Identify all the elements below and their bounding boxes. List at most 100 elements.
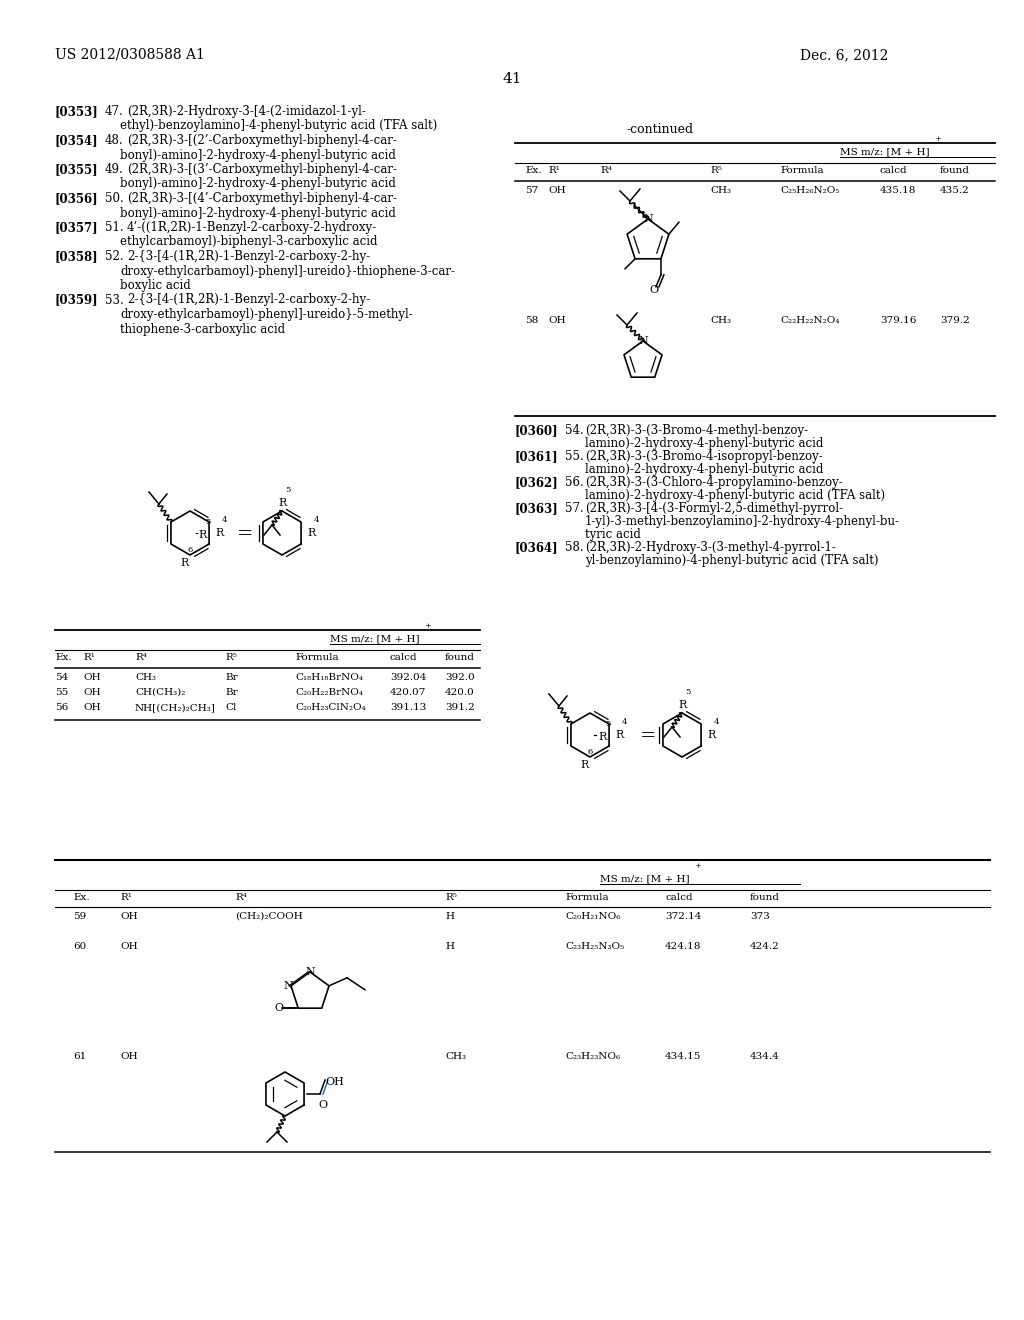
Text: R⁴: R⁴ [135, 653, 146, 663]
Text: R⁵: R⁵ [445, 894, 457, 902]
Text: [0364]: [0364] [515, 541, 559, 554]
Text: [0357]: [0357] [55, 220, 98, 234]
Text: [0354]: [0354] [55, 135, 98, 147]
Text: Dec. 6, 2012: Dec. 6, 2012 [800, 48, 889, 62]
Text: 434.15: 434.15 [665, 1052, 701, 1061]
Text: Br: Br [225, 688, 238, 697]
Text: 392.0: 392.0 [445, 673, 475, 682]
Text: [0361]: [0361] [515, 450, 559, 463]
Text: droxy-ethylcarbamoyl)-phenyl]-ureido}-thiophene-3-car-: droxy-ethylcarbamoyl)-phenyl]-ureido}-th… [120, 264, 455, 277]
Text: found: found [750, 894, 780, 902]
Text: Formula: Formula [565, 894, 608, 902]
Text: found: found [445, 653, 475, 663]
Text: droxy-ethylcarbamoyl)-phenyl]-ureido}-5-methyl-: droxy-ethylcarbamoyl)-phenyl]-ureido}-5-… [120, 308, 413, 321]
Text: 4’-((1R,2R)-1-Benzyl-2-carboxy-2-hydroxy-: 4’-((1R,2R)-1-Benzyl-2-carboxy-2-hydroxy… [127, 220, 377, 234]
Text: 47.: 47. [105, 106, 124, 117]
Text: C₁₈H₁₈BrNO₄: C₁₈H₁₈BrNO₄ [295, 673, 362, 682]
Text: (2R,3R)-2-Hydroxy-3-(3-methyl-4-pyrrol-1-: (2R,3R)-2-Hydroxy-3-(3-methyl-4-pyrrol-1… [585, 541, 836, 554]
Text: CH₃: CH₃ [135, 673, 156, 682]
Text: lamino)-2-hydroxy-4-phenyl-butyric acid (TFA salt): lamino)-2-hydroxy-4-phenyl-butyric acid … [585, 488, 885, 502]
Text: C₂₀H₂₁NO₆: C₂₀H₂₁NO₆ [565, 912, 621, 921]
Text: 391.2: 391.2 [445, 704, 475, 711]
Text: Br: Br [225, 673, 238, 682]
Text: 373: 373 [750, 912, 770, 921]
Text: 57.: 57. [565, 502, 584, 515]
Text: Ex.: Ex. [73, 894, 90, 902]
Text: 379.16: 379.16 [880, 315, 916, 325]
Text: Formula: Formula [295, 653, 339, 663]
Text: 58: 58 [525, 315, 539, 325]
Text: =: = [640, 727, 656, 744]
Text: 424.18: 424.18 [665, 942, 701, 950]
Text: +: + [934, 135, 941, 143]
Text: bonyl)-amino]-2-hydroxy-4-phenyl-butyric acid: bonyl)-amino]-2-hydroxy-4-phenyl-butyric… [120, 149, 396, 161]
Text: C₂₀H₂₃ClN₂O₄: C₂₀H₂₃ClN₂O₄ [295, 704, 366, 711]
Text: MS m/z: [M + H]: MS m/z: [M + H] [600, 874, 689, 883]
Text: (2R,3R)-3-[(3’-Carboxymethyl-biphenyl-4-car-: (2R,3R)-3-[(3’-Carboxymethyl-biphenyl-4-… [127, 162, 397, 176]
Text: [0360]: [0360] [515, 424, 559, 437]
Text: R⁵: R⁵ [710, 166, 722, 176]
Text: 379.2: 379.2 [940, 315, 970, 325]
Text: ethylcarbamoyl)-biphenyl-3-carboxylic acid: ethylcarbamoyl)-biphenyl-3-carboxylic ac… [120, 235, 378, 248]
Text: [0359]: [0359] [55, 293, 98, 306]
Text: boxylic acid: boxylic acid [120, 279, 190, 292]
Text: OH: OH [548, 186, 565, 195]
Text: 6: 6 [587, 748, 592, 756]
Text: N: N [643, 214, 652, 224]
Text: lamino)-2-hydroxy-4-phenyl-butyric acid: lamino)-2-hydroxy-4-phenyl-butyric acid [585, 463, 823, 477]
Text: Cl: Cl [225, 704, 237, 711]
Text: (2R,3R)-3-(3-Bromo-4-isopropyl-benzoy-: (2R,3R)-3-(3-Bromo-4-isopropyl-benzoy- [585, 450, 822, 463]
Text: OH: OH [120, 1052, 137, 1061]
Text: (2R,3R)-3-(3-Bromo-4-methyl-benzoy-: (2R,3R)-3-(3-Bromo-4-methyl-benzoy- [585, 424, 808, 437]
Text: 2-{3-[4-(1R,2R)-1-Benzyl-2-carboxy-2-hy-: 2-{3-[4-(1R,2R)-1-Benzyl-2-carboxy-2-hy- [127, 293, 370, 306]
Text: (2R,3R)-3-[(2’-Carboxymethyl-biphenyl-4-car-: (2R,3R)-3-[(2’-Carboxymethyl-biphenyl-4-… [127, 135, 397, 147]
Text: tyric acid: tyric acid [585, 528, 641, 541]
Text: OH: OH [83, 704, 100, 711]
Text: CH₃: CH₃ [710, 315, 731, 325]
Text: 5: 5 [285, 486, 291, 494]
Text: US 2012/0308588 A1: US 2012/0308588 A1 [55, 48, 205, 62]
Text: R: R [678, 700, 686, 710]
Text: 58.: 58. [565, 541, 584, 554]
Text: -continued: -continued [627, 123, 693, 136]
Text: Ex.: Ex. [55, 653, 72, 663]
Text: MS m/z: [M + H]: MS m/z: [M + H] [840, 147, 930, 156]
Text: (2R,3R)-3-[4-(3-Formyl-2,5-dimethyl-pyrrol-: (2R,3R)-3-[4-(3-Formyl-2,5-dimethyl-pyrr… [585, 502, 843, 515]
Text: 54.: 54. [565, 424, 584, 437]
Text: R: R [707, 730, 715, 741]
Text: R¹: R¹ [548, 166, 560, 176]
Text: C₂₂H₂₂N₂O₄: C₂₂H₂₂N₂O₄ [780, 315, 840, 325]
Text: O: O [649, 285, 658, 294]
Text: 50.: 50. [105, 191, 124, 205]
Text: thiophene-3-carboxylic acid: thiophene-3-carboxylic acid [120, 322, 285, 335]
Text: ethyl)-benzoylamino]-4-phenyl-butyric acid (TFA salt): ethyl)-benzoylamino]-4-phenyl-butyric ac… [120, 120, 437, 132]
Text: 56.: 56. [565, 477, 584, 488]
Text: 2-{3-[4-(1R,2R)-1-Benzyl-2-carboxy-2-hy-: 2-{3-[4-(1R,2R)-1-Benzyl-2-carboxy-2-hy- [127, 249, 370, 263]
Text: (2R,3R)-3-(3-Chloro-4-propylamino-benzoy-: (2R,3R)-3-(3-Chloro-4-propylamino-benzoy… [585, 477, 843, 488]
Text: 372.14: 372.14 [665, 912, 701, 921]
Text: R¹: R¹ [120, 894, 132, 902]
Text: yl-benzoylamino)-4-phenyl-butyric acid (TFA salt): yl-benzoylamino)-4-phenyl-butyric acid (… [585, 554, 879, 568]
Text: H: H [445, 942, 454, 950]
Text: Formula: Formula [780, 166, 823, 176]
Text: bonyl)-amino]-2-hydroxy-4-phenyl-butyric acid: bonyl)-amino]-2-hydroxy-4-phenyl-butyric… [120, 177, 396, 190]
Text: OH: OH [120, 912, 137, 921]
Text: H: H [445, 912, 454, 921]
Text: (CH₂)₂COOH: (CH₂)₂COOH [234, 912, 303, 921]
Text: (2R,3R)-2-Hydroxy-3-[4-(2-imidazol-1-yl-: (2R,3R)-2-Hydroxy-3-[4-(2-imidazol-1-yl- [127, 106, 366, 117]
Text: 41: 41 [502, 73, 522, 86]
Text: R: R [180, 558, 188, 568]
Text: 54: 54 [55, 673, 69, 682]
Text: =: = [237, 525, 254, 543]
Text: 4: 4 [222, 516, 227, 524]
Text: R: R [598, 733, 606, 742]
Text: CH₃: CH₃ [710, 186, 731, 195]
Text: O: O [318, 1100, 327, 1110]
Text: 420.0: 420.0 [445, 688, 475, 697]
Text: found: found [940, 166, 970, 176]
Text: MS m/z: [M + H]: MS m/z: [M + H] [330, 634, 420, 643]
Text: 5: 5 [205, 517, 210, 525]
Text: R: R [215, 528, 223, 539]
Text: OH: OH [83, 673, 100, 682]
Text: O: O [274, 1003, 284, 1014]
